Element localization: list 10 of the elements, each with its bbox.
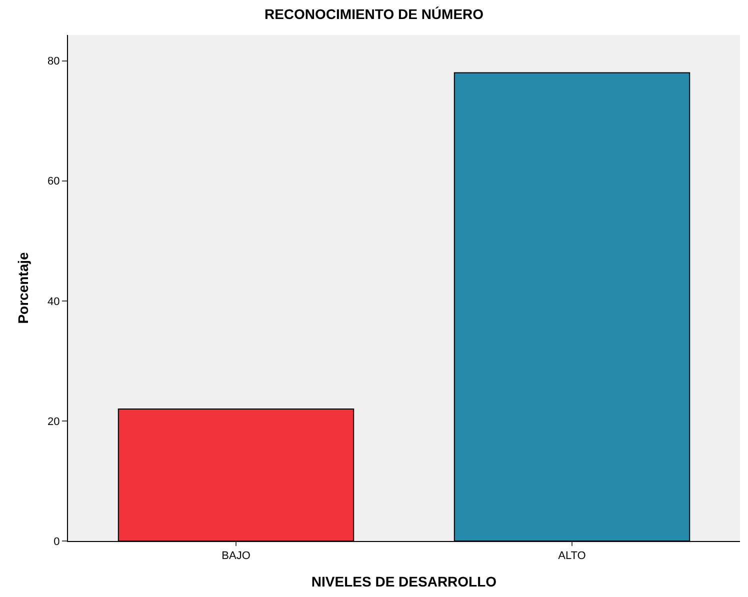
y-tick-label: 20 xyxy=(48,416,60,428)
chart-title: RECONOCIMIENTO DE NÚMERO xyxy=(264,6,484,22)
y-tick-label: 40 xyxy=(48,296,60,308)
y-tick-label: 80 xyxy=(48,56,60,68)
y-tick-label: 0 xyxy=(54,536,60,548)
y-axis-title: Porcentaje xyxy=(15,252,32,324)
x-tick-label: BAJO xyxy=(222,550,251,562)
y-tick-label: 60 xyxy=(48,176,60,188)
x-tick-label: ALTO xyxy=(558,550,586,562)
x-axis-title: NIVELES DE DESARROLLO xyxy=(311,574,497,590)
